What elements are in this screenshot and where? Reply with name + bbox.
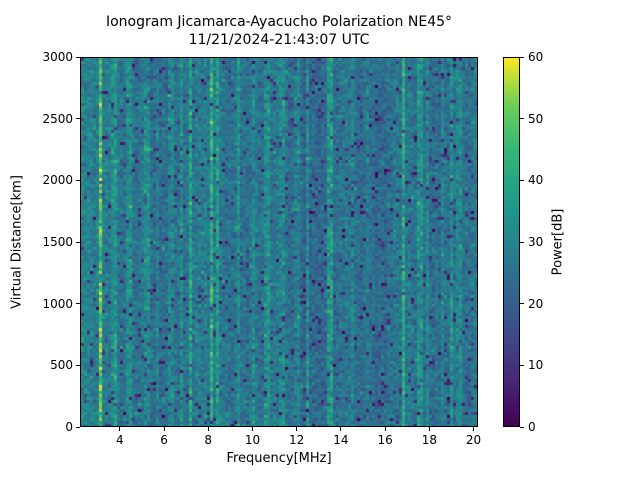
colorbar-tick-label: 10 [528, 358, 544, 373]
x-tick-mark [473, 427, 475, 431]
x-tick-label: 6 [160, 433, 168, 447]
x-tick-mark [119, 427, 121, 431]
y-tick-label: 2000 [42, 173, 73, 188]
colorbar-gradient [504, 58, 519, 426]
chart-title: Ionogram Jicamarca-Ayacucho Polarization… [105, 14, 453, 30]
y-tick-mark [76, 426, 80, 428]
y-tick-label: 3000 [42, 50, 73, 64]
x-tick-mark [207, 427, 209, 431]
x-tick-mark [340, 427, 342, 431]
x-axis-label: Frequency[MHz] [226, 451, 332, 466]
y-tick-label: 2500 [42, 111, 73, 126]
x-tick-label: 8 [204, 433, 213, 447]
y-tick-label: 1500 [42, 235, 73, 249]
colorbar-tick-label: 60 [528, 50, 544, 64]
y-tick-label: 500 [50, 358, 73, 373]
y-tick-mark [76, 303, 80, 305]
colorbar-tick-mark [520, 364, 524, 366]
chart-subtitle: 11/21/2024-21:43:07 UTC [188, 32, 370, 48]
y-tick-mark [76, 241, 80, 243]
colorbar-tick-mark [520, 56, 524, 58]
y-tick-label: 0 [65, 420, 73, 434]
x-tick-mark [428, 427, 430, 431]
colorbar-tick-mark [520, 241, 524, 243]
x-tick-label: 14 [333, 433, 349, 447]
x-tick-label: 20 [465, 433, 482, 447]
colorbar-tick-mark [520, 179, 524, 181]
x-tick-mark [251, 427, 253, 431]
y-tick-mark [76, 56, 80, 58]
x-tick-label: 10 [244, 433, 261, 447]
colorbar-tick-mark [520, 303, 524, 305]
plot-area [80, 57, 478, 427]
colorbar-tick-label: 50 [528, 111, 544, 126]
x-tick-mark [384, 427, 386, 431]
y-tick-mark [76, 364, 80, 366]
colorbar-tick-label: 30 [528, 235, 544, 249]
y-tick-label: 1000 [42, 296, 73, 311]
colorbar-tick-label: 40 [528, 173, 544, 188]
x-tick-mark [163, 427, 165, 431]
x-tick-label: 18 [421, 433, 437, 447]
ionogram-heatmap [81, 58, 477, 426]
x-tick-mark [296, 427, 298, 431]
colorbar [503, 57, 520, 427]
y-tick-mark [76, 179, 80, 181]
colorbar-tick-label: 0 [528, 420, 536, 434]
colorbar-tick-label: 20 [528, 296, 544, 311]
chart-title-block: Ionogram Jicamarca-Ayacucho Polarization… [80, 13, 478, 49]
y-tick-mark [76, 118, 80, 120]
colorbar-tick-mark [520, 118, 524, 120]
x-tick-label: 4 [115, 433, 124, 447]
x-tick-label: 12 [289, 433, 305, 447]
colorbar-tick-mark [520, 426, 524, 428]
x-tick-label: 16 [377, 433, 393, 447]
